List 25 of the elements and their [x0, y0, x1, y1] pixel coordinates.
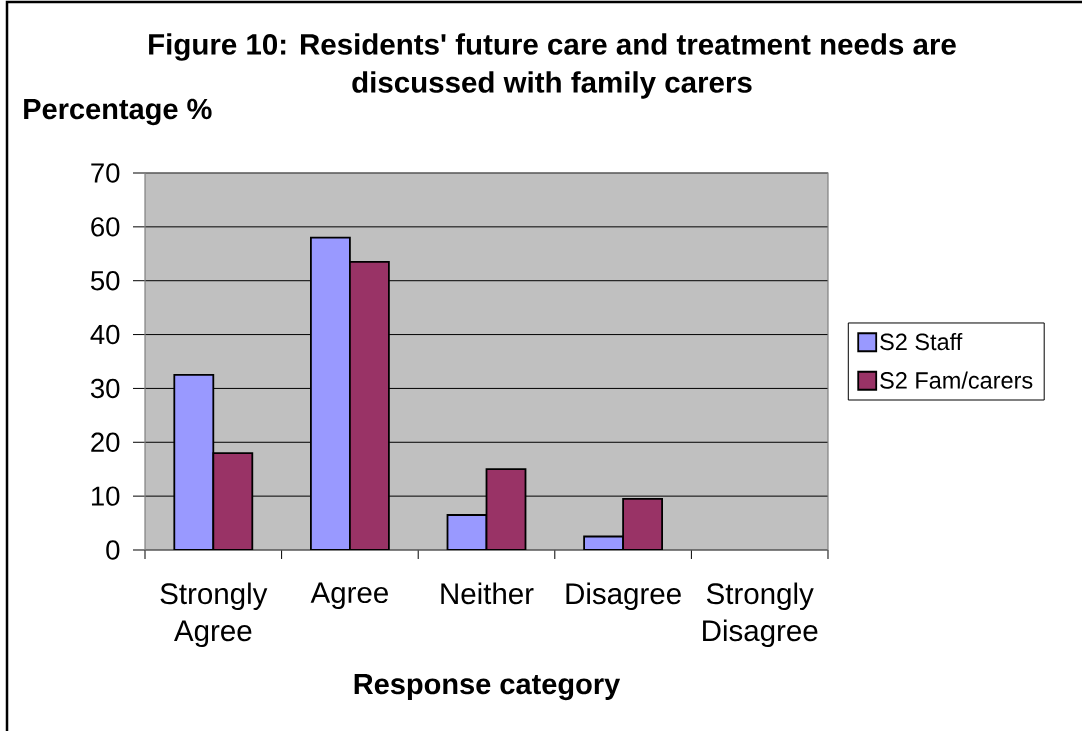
bar: [212, 452, 254, 550]
y-tick-label: 50: [90, 270, 120, 291]
y-tick-label: 10: [91, 486, 120, 506]
y-tick-label: 30: [90, 378, 120, 399]
x-tick-label: Agree: [310, 582, 388, 609]
x-tick-label: Neither: [441, 582, 534, 605]
x-tick-label: Disagree: [566, 582, 681, 611]
bar: [310, 236, 351, 550]
bar: [622, 497, 663, 550]
y-tick-label: 70: [91, 163, 120, 183]
bar: [485, 468, 527, 550]
y-tick-label: 60: [91, 217, 120, 237]
legend-label: S2 Fam/carers: [880, 371, 1033, 389]
bar: [349, 260, 390, 550]
chart-title: Figure 10: Residents' future care and treatment needs are discussed with family carers: [149, 33, 956, 99]
y-axis-title: Percentage %: [24, 98, 212, 126]
y-tick-label: 0: [106, 540, 120, 560]
y-tick-label: 40: [90, 324, 120, 345]
x-tick-label: Strongly Agree: [160, 582, 268, 648]
bar: [446, 514, 488, 550]
legend-label: S2 Staff: [880, 332, 963, 351]
x-axis-title: Response category: [354, 674, 621, 701]
y-tick-label: 20: [91, 432, 120, 453]
bar: [173, 374, 215, 550]
x-tick-label: Strongly Disagree: [703, 582, 818, 648]
